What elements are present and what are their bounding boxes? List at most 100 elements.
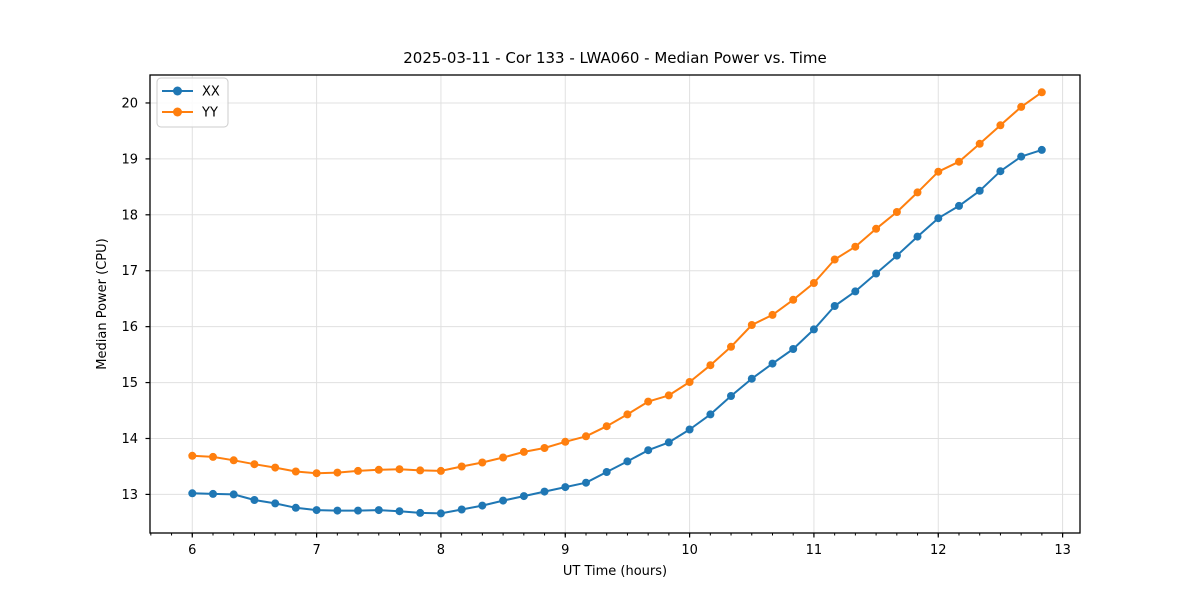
y-tick-label: 18 <box>121 208 138 223</box>
data-point-XX <box>685 425 694 434</box>
data-point-XX <box>996 167 1005 176</box>
data-point-XX <box>291 503 300 512</box>
data-point-XX <box>955 201 963 210</box>
data-point-YY <box>996 121 1005 130</box>
data-point-YY <box>747 321 756 329</box>
data-point-YY <box>851 242 860 251</box>
data-point-XX <box>416 508 425 517</box>
chart-title: 2025-03-11 - Cor 133 - LWA060 - Median P… <box>403 49 827 67</box>
series-line-XX <box>192 148 1043 515</box>
y-tick-label: 14 <box>121 432 138 447</box>
data-point-XX <box>1017 152 1026 161</box>
data-point-YY <box>519 447 528 456</box>
data-point-YY <box>416 466 425 475</box>
data-point-YY <box>354 466 362 475</box>
data-point-XX <box>789 345 798 353</box>
data-point-XX <box>934 214 943 223</box>
data-point-XX <box>312 506 321 515</box>
data-point-YY <box>271 463 280 472</box>
x-tick-label: 11 <box>806 543 823 558</box>
axis-ticks: 6 7 8 9 10 11 12 13 13 14 15 16 17 18 19 20 <box>121 96 1070 558</box>
data-point-XX <box>457 505 466 514</box>
y-tick-label: 20 <box>121 96 138 111</box>
data-point-YY <box>892 208 901 216</box>
legend-marker-YY <box>173 107 182 117</box>
data-point-XX <box>540 487 549 496</box>
data-point-YY <box>540 444 549 452</box>
legend-label-XX: XX <box>202 85 220 100</box>
y-tick-label: 15 <box>121 376 138 391</box>
data-point-XX <box>913 232 922 241</box>
data-point-XX <box>188 489 197 498</box>
data-point-XX <box>499 496 508 505</box>
y-tick-label: 19 <box>121 152 138 167</box>
data-point-XX <box>892 251 901 260</box>
legend: XX YY <box>156 77 229 128</box>
data-point-XX <box>727 392 735 400</box>
data-point-YY <box>312 469 321 478</box>
data-point-YY <box>664 391 673 400</box>
data-point-XX <box>209 489 217 498</box>
data-point-YY <box>229 456 238 465</box>
series-line-YY <box>192 91 1043 475</box>
y-tick-label: 16 <box>121 320 138 335</box>
data-point-YY <box>685 378 694 386</box>
x-tick-label: 9 <box>561 543 569 558</box>
data-point-YY <box>436 466 445 475</box>
x-tick-label: 8 <box>437 543 445 558</box>
data-point-YY <box>934 167 943 176</box>
data-point-XX <box>354 506 362 515</box>
y-tick-label: 17 <box>121 264 138 279</box>
x-tick-label: 10 <box>681 543 698 558</box>
y-tick-label: 13 <box>121 488 138 503</box>
data-point-XX <box>374 506 383 515</box>
data-point-YY <box>830 255 839 264</box>
data-point-YY <box>499 453 508 462</box>
data-point-YY <box>457 462 466 471</box>
data-point-XX <box>644 446 653 455</box>
data-point-YY <box>789 295 798 304</box>
data-point-YY <box>374 465 383 474</box>
data-point-YY <box>623 410 632 419</box>
data-point-XX <box>706 410 715 419</box>
data-point-YY <box>582 432 590 441</box>
y-axis-label: Median Power (CPU) <box>95 238 110 369</box>
data-point-XX <box>271 499 280 508</box>
data-point-YY <box>395 465 404 474</box>
data-point-XX <box>395 507 404 516</box>
data-point-XX <box>478 501 487 510</box>
data-point-YY <box>768 310 777 319</box>
data-point-YY <box>602 422 611 431</box>
data-point-XX <box>229 490 238 499</box>
data-point-XX <box>975 186 984 195</box>
data-point-YY <box>291 467 300 476</box>
data-point-XX <box>623 457 632 466</box>
x-tick-label: 7 <box>312 543 320 558</box>
data-point-YY <box>478 458 487 467</box>
grid-lines <box>150 75 1080 533</box>
data-point-XX <box>747 374 756 383</box>
data-point-YY <box>872 224 881 233</box>
data-point-YY <box>955 157 963 166</box>
data-point-YY <box>644 397 653 406</box>
data-point-YY <box>188 451 197 460</box>
x-axis-label: UT Time (hours) <box>563 564 667 579</box>
data-point-YY <box>727 342 735 351</box>
data-point-XX <box>561 483 570 492</box>
data-point-YY <box>561 437 570 446</box>
x-tick-label: 12 <box>930 543 947 558</box>
data-point-XX <box>333 506 342 515</box>
data-point-XX <box>664 438 673 447</box>
data-point-XX <box>830 302 839 310</box>
x-tick-label: 13 <box>1054 543 1071 558</box>
data-point-YY <box>209 452 217 461</box>
data-point-XX <box>602 468 611 476</box>
data-point-XX <box>519 492 528 501</box>
data-point-YY <box>1017 102 1026 111</box>
legend-label-YY: YY <box>201 106 218 121</box>
legend-marker-XX <box>173 86 182 96</box>
data-point-XX <box>809 325 818 334</box>
data-point-XX <box>1037 145 1046 154</box>
